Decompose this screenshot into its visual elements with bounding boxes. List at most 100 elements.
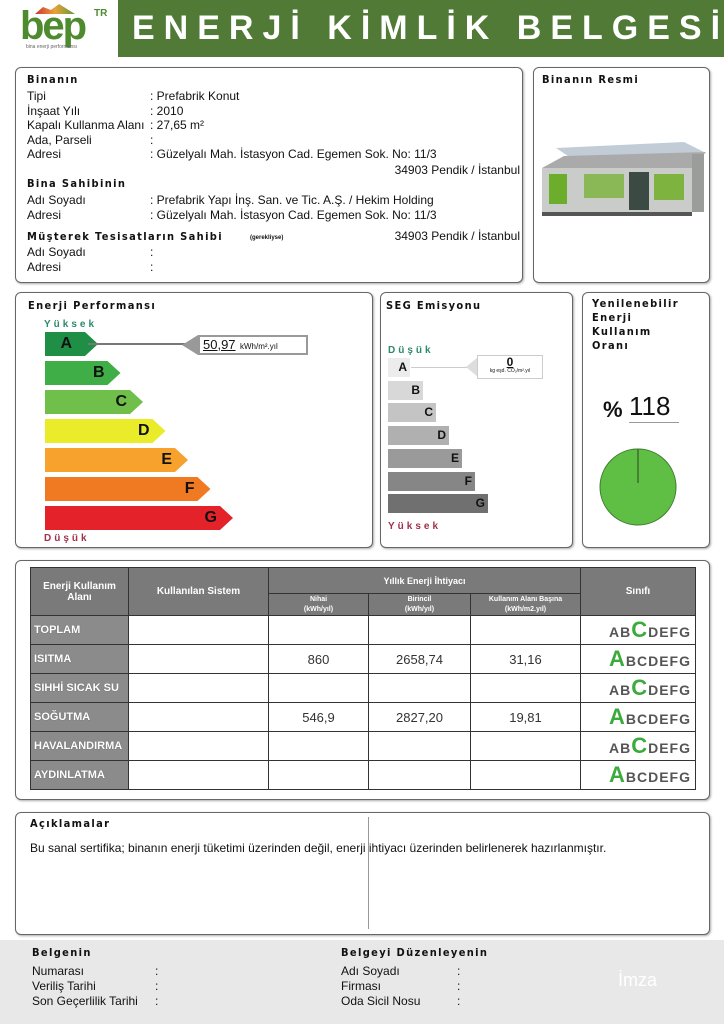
system-cell bbox=[128, 644, 269, 674]
class-letter: B bbox=[620, 682, 632, 698]
class-letter: B bbox=[625, 769, 637, 785]
page-title: ENERJİ KİMLİK BELGESİ bbox=[118, 0, 724, 57]
row-value: : Prefabrik Yapı İnş. San. ve Tic. A.Ş. … bbox=[150, 193, 434, 207]
energy-value-box: 50,97 kWh/m².yıl bbox=[198, 335, 308, 355]
notes-title: Açıklamalar bbox=[30, 817, 111, 830]
section-title-shared: Müşterek Tesisatların Sahibi bbox=[27, 230, 223, 243]
class-letter: B bbox=[625, 711, 637, 727]
doc-row-value: : bbox=[155, 964, 159, 978]
class-cell: ABCDEFG bbox=[580, 760, 696, 790]
class-letter: G bbox=[679, 682, 691, 698]
area-cell: HAVALANDIRMA bbox=[30, 731, 129, 761]
table-row: HAVALANDIRMA ABCDEFG bbox=[30, 731, 696, 761]
label-low: Düşük bbox=[44, 533, 90, 544]
energy-class-c: C bbox=[45, 390, 143, 414]
renewable-pie bbox=[599, 448, 677, 526]
class-letter: F bbox=[669, 769, 680, 785]
energy-class-d: D bbox=[45, 419, 166, 443]
class-cell: ABCDEFG bbox=[580, 644, 696, 674]
class-letter: E bbox=[659, 624, 670, 640]
final-cell bbox=[268, 760, 369, 790]
logo-sup: TR bbox=[94, 8, 108, 19]
issuer-row-label: Oda Sicil Nosu bbox=[341, 994, 421, 1008]
seg-class-f: F bbox=[388, 471, 475, 491]
system-cell bbox=[128, 702, 269, 732]
row-value: : bbox=[150, 132, 154, 147]
per-area-cell bbox=[470, 731, 581, 761]
issuer-row-value: : bbox=[457, 979, 461, 993]
row-label: Adı Soyadı bbox=[27, 193, 86, 207]
label-high: Yüksek bbox=[388, 521, 442, 532]
final-cell bbox=[268, 615, 369, 645]
percent-sign: % bbox=[603, 397, 623, 422]
class-letter: A bbox=[608, 762, 626, 787]
primary-cell bbox=[368, 673, 471, 703]
row-label: İnşaat Yılı bbox=[27, 103, 81, 118]
class-letter: D bbox=[648, 682, 660, 698]
doc-title: Belgenin bbox=[32, 946, 92, 959]
seg-class-e: E bbox=[388, 448, 462, 468]
label-low: Düşük bbox=[388, 345, 434, 356]
renewable-value: 118 bbox=[629, 391, 679, 423]
class-letter: F bbox=[669, 740, 680, 756]
class-letter: A bbox=[608, 624, 621, 640]
area-cell: ISITMA bbox=[30, 644, 129, 674]
energy-title: Enerji Performansı bbox=[28, 299, 157, 312]
logo-text: bep bbox=[20, 4, 87, 48]
class-letter: A bbox=[608, 740, 621, 756]
renewable-title: Yenilenebilir Enerji Kullanım Oranı bbox=[592, 297, 689, 353]
seg-value: 0 bbox=[506, 355, 514, 369]
owner-address-line2: 34903 Pendik / İstanbul bbox=[394, 229, 520, 243]
seg-unit: kg eşd. CO₂/m².yıl bbox=[489, 368, 531, 374]
class-letter: E bbox=[659, 769, 670, 785]
col-header-primary: Birincil (kWh/yıl) bbox=[368, 593, 471, 616]
energy-class-b: B bbox=[45, 361, 121, 385]
header: bep TR bina enerji performansı ENERJİ Kİ… bbox=[0, 0, 724, 57]
col-header-class: Sınıfı bbox=[580, 567, 696, 616]
row-value: : Prefabrik Konut bbox=[150, 89, 240, 103]
class-letter: C bbox=[631, 733, 649, 758]
pointer-line bbox=[411, 367, 471, 368]
table-row: TOPLAM ABCDEFG bbox=[30, 615, 696, 645]
per-area-cell bbox=[470, 615, 581, 645]
doc-row-label: Numarası bbox=[32, 964, 85, 978]
row-label: Tipi bbox=[27, 89, 46, 103]
row-value: : 2010 bbox=[150, 103, 184, 118]
area-cell: TOPLAM bbox=[30, 615, 129, 645]
title-line: Oranı bbox=[592, 339, 630, 352]
class-letter: C bbox=[631, 617, 649, 642]
table-row: AYDINLATMA ABCDEFG bbox=[30, 760, 696, 790]
class-letter: D bbox=[648, 653, 660, 669]
signature-label: İmza bbox=[618, 970, 658, 990]
issuer-row-label: Adı Soyadı bbox=[341, 964, 400, 978]
renewable-panel: Yenilenebilir Enerji Kullanım Oranı % 11… bbox=[582, 292, 710, 548]
row-label: Adresi bbox=[27, 147, 62, 161]
energy-class-f: F bbox=[45, 477, 211, 501]
class-letter: A bbox=[608, 646, 626, 671]
row-label: Ada, Parseli bbox=[27, 132, 92, 147]
seg-title: SEG Emisyonu bbox=[386, 299, 482, 312]
class-letter: E bbox=[659, 740, 670, 756]
class-letter: G bbox=[679, 740, 691, 756]
class-letter: D bbox=[648, 711, 660, 727]
final-cell bbox=[268, 673, 369, 703]
energy-usage-table: Enerji Kullanım Alanı Kullanılan Sistem … bbox=[30, 567, 696, 790]
bep-logo: bep TR bina enerji performansı bbox=[0, 0, 118, 57]
seg-class-a: A bbox=[388, 358, 410, 377]
title-line: Yenilenebilir bbox=[592, 297, 679, 310]
col-header-annual: Yıllık Enerji İhtiyacı bbox=[268, 567, 581, 594]
building-photo bbox=[542, 142, 706, 216]
doc-row-value: : bbox=[155, 979, 159, 993]
col-header-area: Enerji Kullanım Alanı bbox=[30, 567, 129, 616]
primary-cell bbox=[368, 760, 471, 790]
primary-cell bbox=[368, 615, 471, 645]
issuer-title: Belgeyi Düzenleyenin bbox=[341, 946, 489, 959]
section-title-building: Binanın bbox=[27, 73, 79, 86]
class-letter: B bbox=[620, 740, 632, 756]
per-area-cell: 31,16 bbox=[470, 644, 581, 674]
table-row: SIHHİ SICAK SU ABCDEFG bbox=[30, 673, 696, 703]
area-cell: SIHHİ SICAK SU bbox=[30, 673, 129, 703]
class-letter: G bbox=[679, 653, 691, 669]
per-area-cell bbox=[470, 673, 581, 703]
